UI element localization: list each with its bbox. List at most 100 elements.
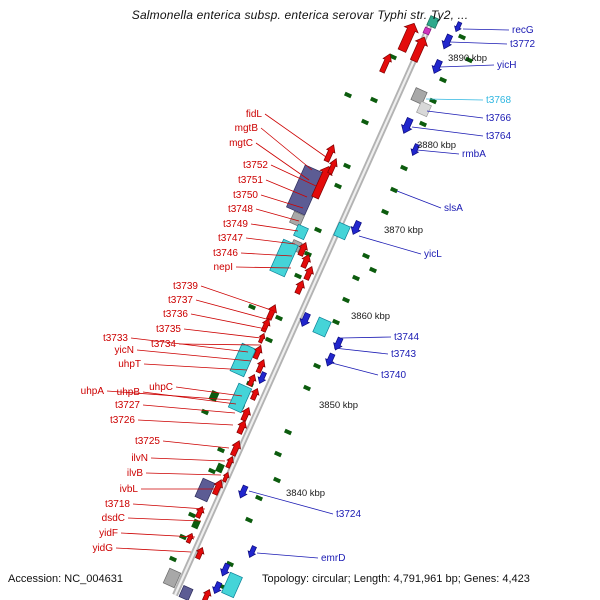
gene-glyph[interactable]	[410, 87, 428, 105]
gene-glyph[interactable]	[194, 477, 216, 503]
gene-glyph[interactable]	[194, 546, 206, 560]
gene-glyph[interactable]	[422, 26, 432, 36]
gene-glyph[interactable]	[246, 373, 258, 387]
gene-label[interactable]: t3743	[391, 349, 416, 360]
gene-glyph[interactable]	[162, 567, 182, 589]
gene-glyph[interactable]	[211, 478, 226, 496]
gene-label[interactable]: t3772	[510, 39, 535, 50]
gene-glyph[interactable]	[257, 332, 267, 344]
gene-label[interactable]: yidG	[92, 543, 113, 554]
gene-glyph[interactable]	[399, 116, 416, 135]
gene-glyph[interactable]	[453, 21, 463, 33]
gene-glyph[interactable]	[221, 471, 231, 483]
gene-glyph[interactable]	[430, 59, 445, 76]
gene-label[interactable]: t3764	[486, 131, 511, 142]
gene-label[interactable]: t3735	[156, 324, 181, 335]
gene-glyph[interactable]	[331, 336, 345, 352]
gene-label[interactable]: t3768	[486, 95, 511, 106]
gene-label[interactable]: t3746	[213, 248, 238, 259]
gene-label[interactable]: t3736	[163, 309, 188, 320]
gene-glyph[interactable]	[229, 439, 244, 457]
gene-label[interactable]: uhpB	[117, 387, 141, 398]
gene-glyph[interactable]	[299, 253, 313, 269]
gene-label[interactable]: yidF	[99, 528, 118, 539]
gene-label[interactable]: slsA	[444, 203, 463, 214]
gene-label[interactable]: t3750	[233, 190, 258, 201]
gene-label[interactable]: uhpA	[81, 386, 105, 397]
gene-label[interactable]: yicH	[497, 60, 516, 71]
gene-glyph[interactable]	[349, 220, 364, 237]
gene-glyph[interactable]	[251, 344, 264, 360]
gene-glyph[interactable]	[333, 221, 351, 241]
gene-glyph[interactable]	[239, 406, 253, 422]
gene-glyph[interactable]	[326, 157, 340, 175]
gene-glyph[interactable]	[395, 20, 421, 54]
gene-glyph[interactable]	[289, 210, 305, 228]
gene-label[interactable]: fidL	[246, 109, 263, 120]
gene-glyph[interactable]	[323, 352, 337, 368]
gene-glyph[interactable]	[221, 571, 243, 599]
gene-label[interactable]: ivbL	[120, 484, 139, 495]
gene-glyph[interactable]	[312, 316, 332, 338]
gene-glyph[interactable]	[322, 143, 338, 163]
gene-label[interactable]: uhpC	[149, 382, 173, 393]
gene-glyph[interactable]	[235, 419, 249, 435]
gene-label[interactable]: rmbA	[462, 149, 486, 160]
gene-label[interactable]: yicN	[115, 345, 134, 356]
gene-glyph[interactable]	[293, 223, 309, 241]
gene-label[interactable]: yicL	[424, 249, 442, 260]
gene-label[interactable]: mgtB	[235, 123, 259, 134]
gene-glyph[interactable]	[259, 317, 272, 333]
gene-glyph[interactable]	[254, 358, 267, 374]
gene-glyph[interactable]	[215, 462, 225, 474]
gene-label[interactable]: t3727	[115, 400, 140, 411]
gene-glyph[interactable]	[191, 518, 201, 530]
gene-glyph[interactable]	[302, 265, 316, 281]
gene-glyph[interactable]	[439, 33, 454, 51]
gene-glyph[interactable]	[194, 505, 206, 519]
gene-label[interactable]: t3752	[243, 160, 268, 171]
gene-label[interactable]: t3744	[394, 332, 419, 343]
gene-label[interactable]: t3740	[381, 370, 406, 381]
gene-glyph[interactable]	[296, 241, 310, 257]
gene-glyph[interactable]	[416, 100, 432, 118]
gene-label[interactable]: recG	[512, 25, 534, 36]
gene-glyph[interactable]	[298, 312, 313, 329]
gene-glyph[interactable]	[378, 52, 394, 74]
gene-label[interactable]: nepI	[214, 262, 233, 273]
gene-glyph[interactable]	[178, 585, 194, 600]
label-line	[142, 391, 237, 405]
gene-glyph[interactable]	[409, 143, 421, 157]
gene-label[interactable]: dsdC	[102, 513, 125, 524]
gene-label[interactable]: t3739	[173, 281, 198, 292]
gene-glyph[interactable]	[293, 279, 307, 295]
gene-glyph[interactable]	[256, 371, 268, 385]
gene-label[interactable]: uhpT	[118, 359, 141, 370]
gene-glyph[interactable]	[236, 484, 250, 500]
gene-label[interactable]: t3737	[168, 295, 193, 306]
gene-label[interactable]: t3733	[103, 333, 128, 344]
gene-label[interactable]: t3724	[336, 509, 361, 520]
gene-label[interactable]: t3718	[105, 499, 130, 510]
gene-glyph[interactable]	[201, 588, 213, 600]
gene-label[interactable]: mgtC	[229, 138, 253, 149]
gene-label[interactable]: emrD	[321, 553, 345, 564]
gene-label[interactable]: t3734	[151, 339, 176, 350]
gene-label[interactable]: t3749	[223, 219, 248, 230]
gene-label[interactable]: t3751	[238, 175, 263, 186]
gene-glyph[interactable]	[249, 387, 261, 401]
gene-glyph[interactable]	[426, 15, 440, 29]
gene-label[interactable]: t3726	[110, 415, 135, 426]
gene-glyph[interactable]	[269, 238, 299, 278]
gene-glyph[interactable]	[246, 545, 258, 559]
gene-glyph[interactable]	[210, 581, 223, 596]
gene-label[interactable]: t3748	[228, 204, 253, 215]
gene-label[interactable]: ilvN	[131, 453, 148, 464]
gene-label[interactable]: t3747	[218, 233, 243, 244]
gene-glyph[interactable]	[224, 455, 235, 469]
gene-label[interactable]: ilvB	[127, 468, 143, 479]
gene-glyph[interactable]	[408, 34, 430, 63]
gene-glyph[interactable]	[218, 562, 232, 578]
gene-label[interactable]: t3766	[486, 113, 511, 124]
gene-label[interactable]: t3725	[135, 436, 160, 447]
